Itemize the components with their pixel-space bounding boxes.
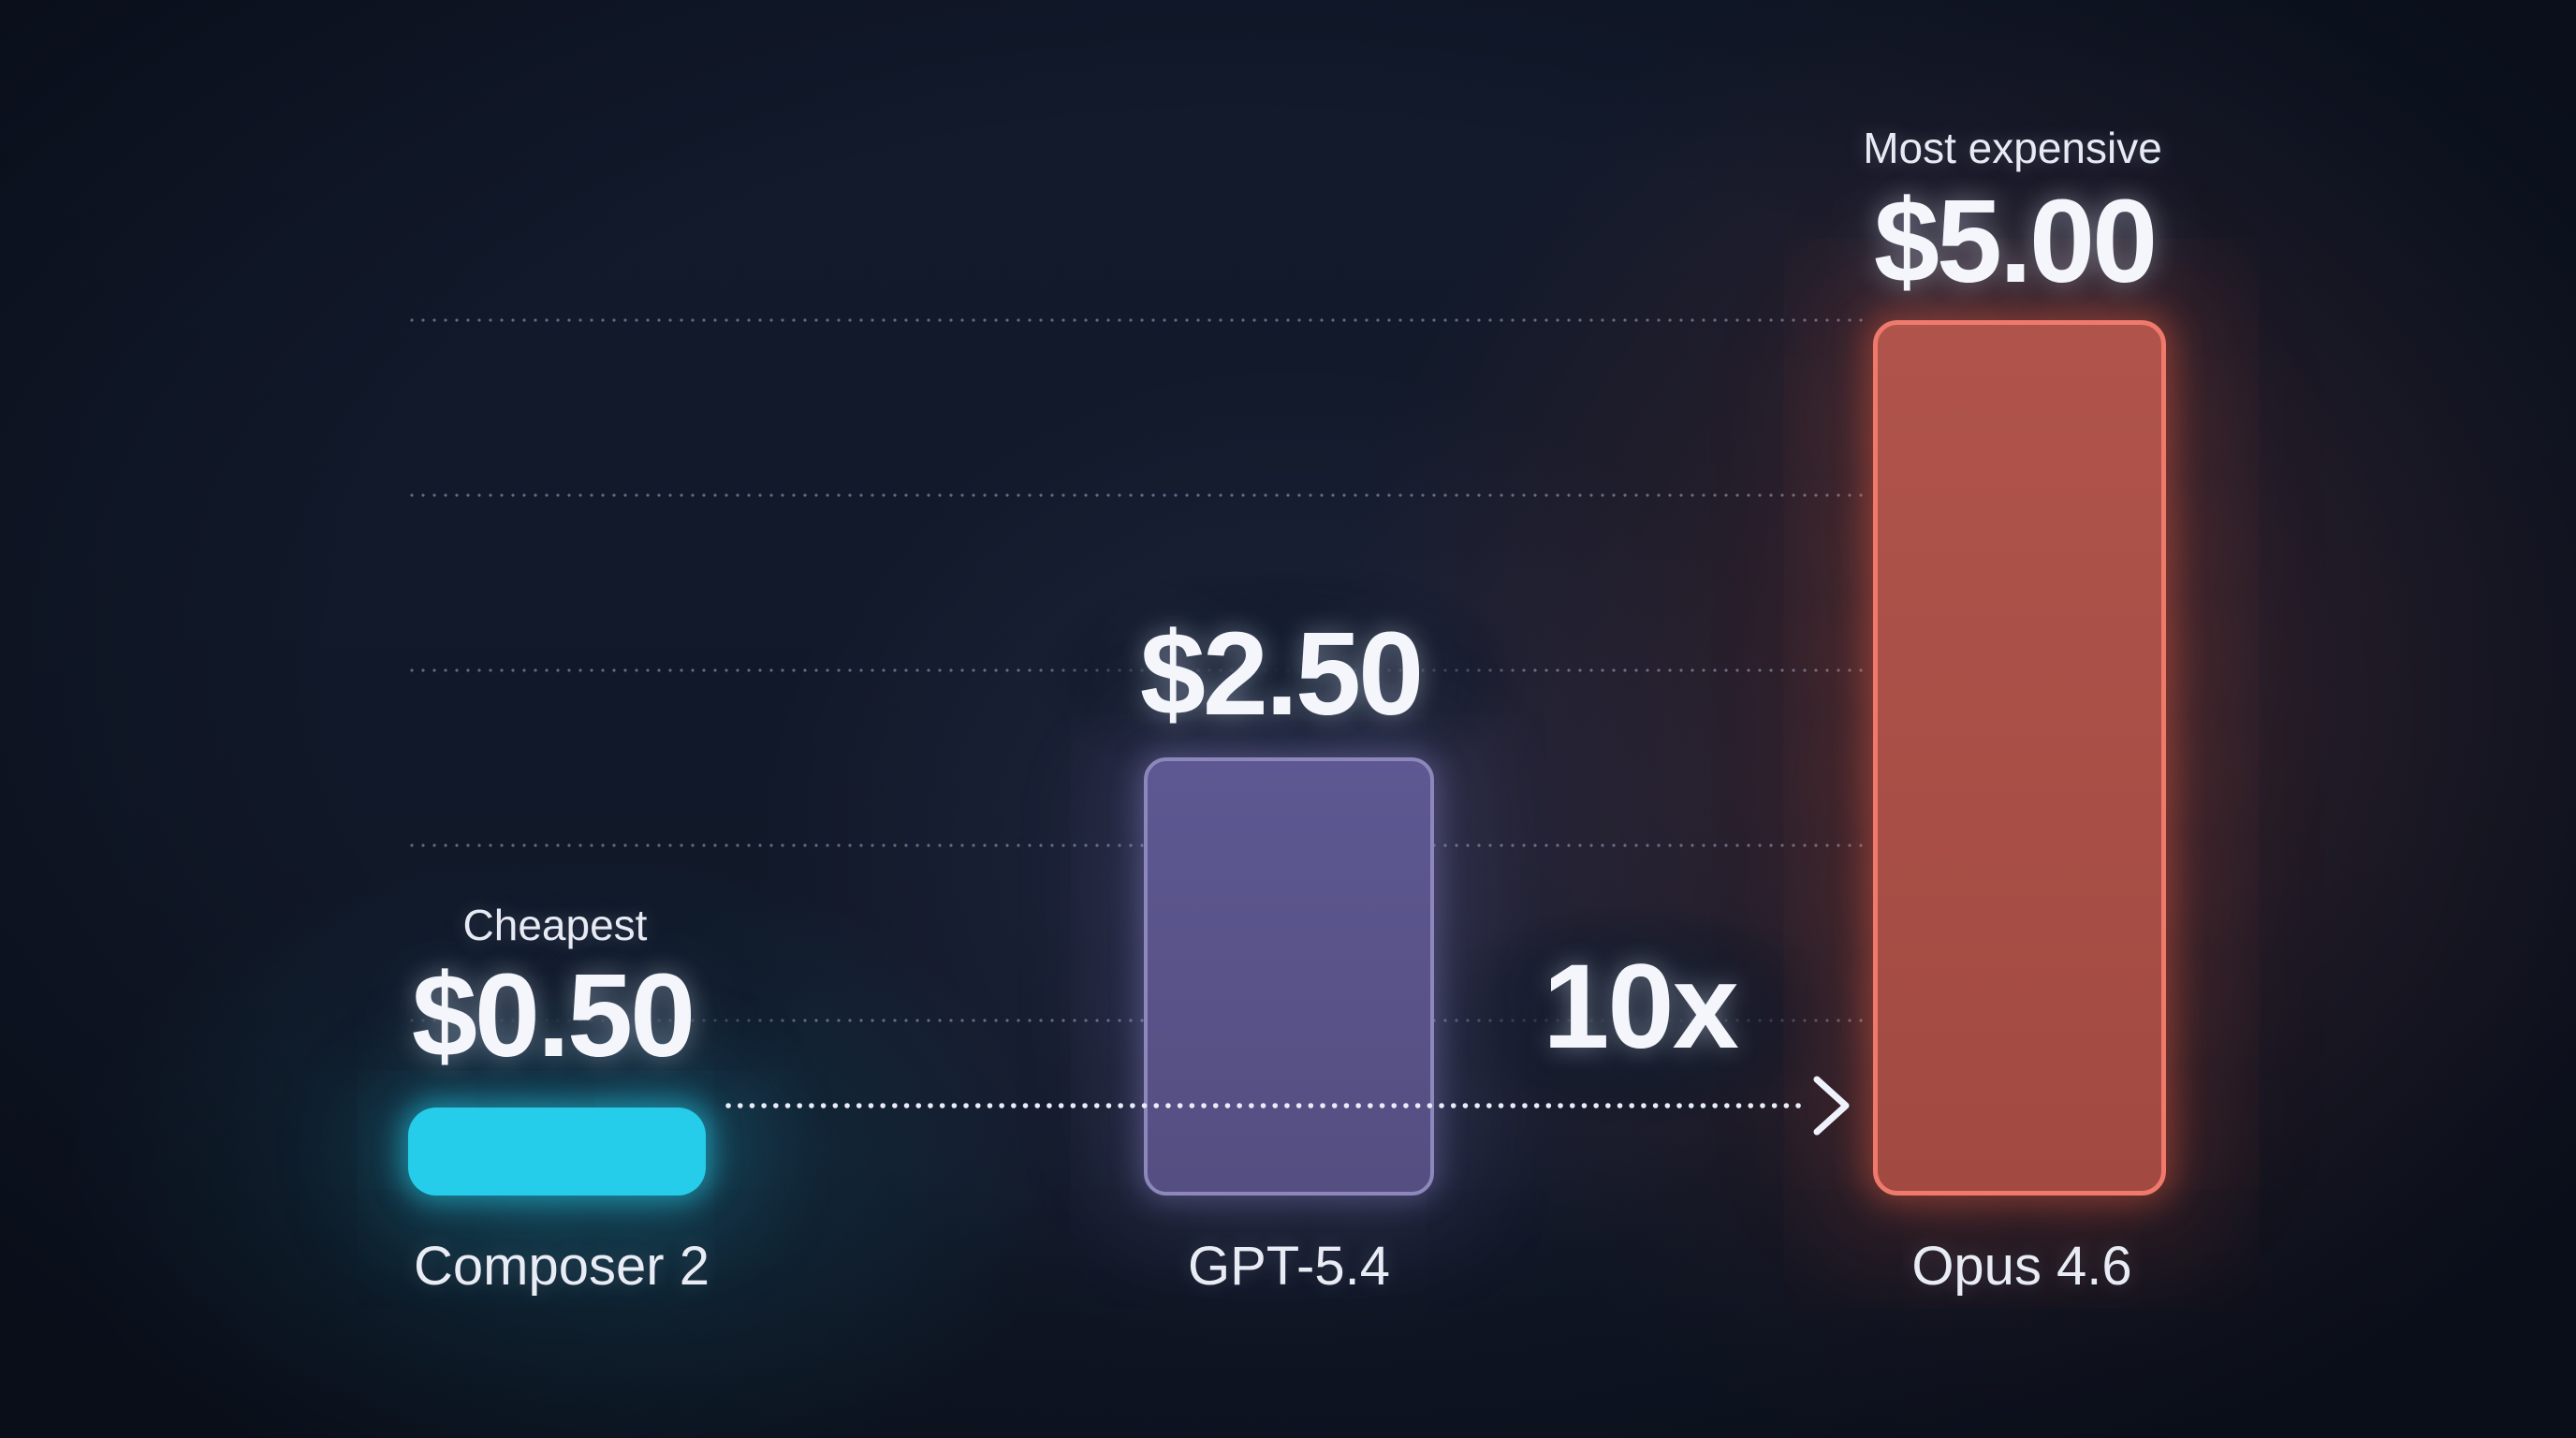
bar-composer-2 [408, 1108, 706, 1196]
bar-gpt-5-4 [1144, 757, 1434, 1196]
gridline-2 [410, 844, 1863, 847]
category-label-opus-4-6: Opus 4.6 [1911, 1236, 2132, 1297]
multiplier-annotation: 10x [1543, 940, 1739, 1074]
haze-behind-gpt-price [1030, 559, 1535, 793]
gridline-5 [410, 318, 1863, 322]
haze-behind-multiplier [1420, 904, 1860, 1129]
tag-most-expensive: Most expensive [1863, 124, 2162, 172]
gridline-1 [410, 1019, 1863, 1022]
category-label-gpt-5-4: GPT-5.4 [1188, 1236, 1390, 1297]
gridline-4 [410, 493, 1863, 497]
price-label-gpt-5-4: $2.50 [1139, 608, 1424, 740]
haze-behind-composer-price [276, 845, 819, 1154]
tag-cheapest: Cheapest [462, 901, 648, 949]
bar-opus-4-6 [1872, 320, 2166, 1196]
price-label-composer-2: $0.50 [411, 949, 695, 1081]
category-label-composer-2: Composer 2 [414, 1236, 710, 1297]
price-label-opus-4-6: $5.00 [1873, 175, 2158, 307]
